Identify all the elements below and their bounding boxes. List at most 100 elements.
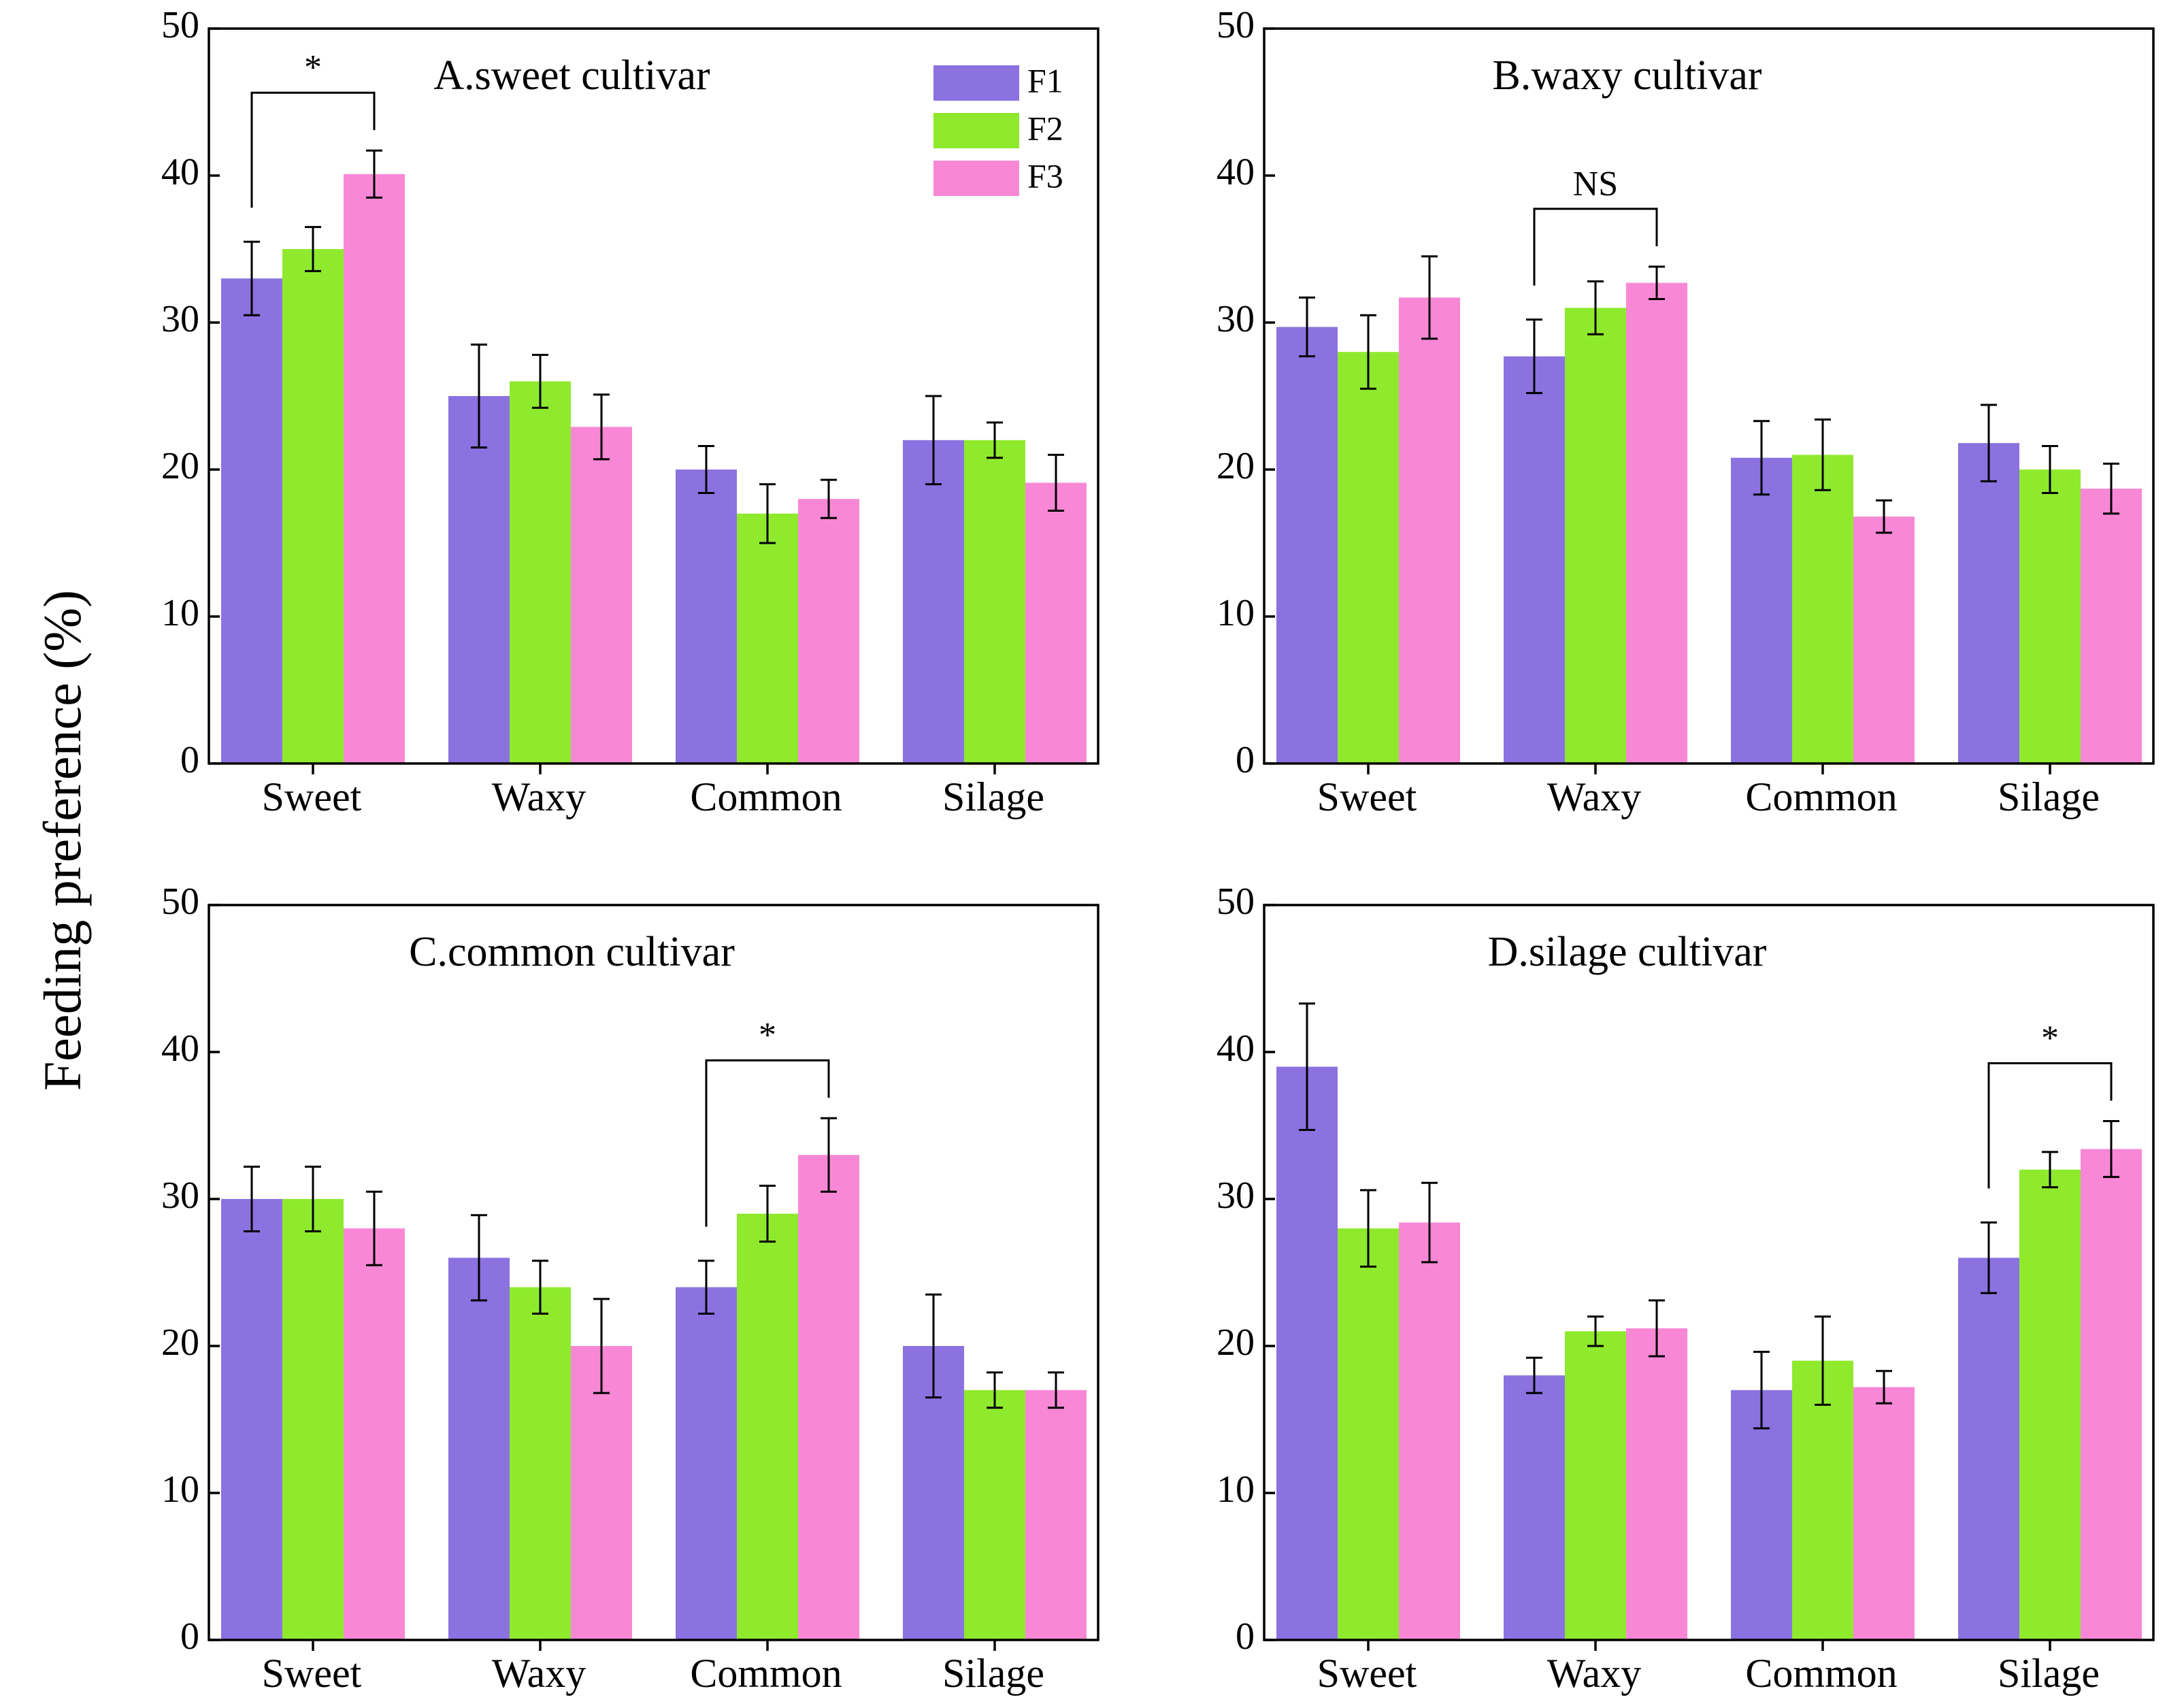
x-category-label-common: Common [690, 1651, 842, 1696]
error-bar-common-f2 [1815, 1315, 1831, 1406]
chart-panel-2: 0 10 20 30 40 50 Sweet Waxy Common Silage B.waxy c… [1217, 4, 2155, 819]
error-bar-common-f3 [821, 478, 837, 519]
bar-waxy-f2 [510, 1287, 571, 1640]
chart-panel-3: 0 10 20 30 40 50 Sweet Waxy Common Silage C.common… [161, 881, 1099, 1696]
x-category-label-sweet: Sweet [262, 774, 362, 819]
error-bar-sweet-f3 [1421, 255, 1438, 340]
legend-swatch-f2 [933, 113, 1019, 148]
y-tick-label: 20 [161, 445, 199, 487]
error-bar-sweet-f1 [244, 240, 260, 316]
bar-silage-f2 [2019, 470, 2081, 763]
bar-waxy-f2 [1565, 1331, 1626, 1640]
bar-common-f1 [676, 470, 737, 763]
x-category-label-waxy: Waxy [1547, 1651, 1641, 1696]
chart-panel-4: 0 10 20 30 40 50 Sweet Waxy Common Silage D.silage… [1217, 881, 2155, 1696]
bar-common-f3 [1853, 516, 1915, 763]
bar-common-f2 [1792, 455, 1853, 763]
y-tick-label: 10 [1217, 1468, 1255, 1511]
significance-bracket [1987, 1062, 2113, 1189]
legend-label-f3: F3 [1027, 157, 1063, 195]
error-bar-common-f1 [1753, 1351, 1770, 1430]
bracket-line [250, 91, 376, 208]
error-bar-common-f1 [1753, 420, 1770, 496]
x-category-label-common: Common [1745, 774, 1897, 819]
bar-sweet-f3 [344, 174, 405, 764]
y-tick-label: 40 [1217, 1028, 1255, 1070]
error-bar-common-f3 [1876, 499, 1892, 534]
y-tick-label: 50 [1217, 4, 1255, 46]
significance-label: NS [1573, 165, 1618, 203]
error-bar-common-f1 [698, 444, 714, 495]
error-bar-silage-f2 [987, 1371, 1003, 1409]
error-bar-common-f3 [1876, 1370, 1892, 1405]
bar-silage-f2 [964, 440, 1025, 763]
y-tick-label: 10 [1217, 592, 1255, 634]
x-category-label-common: Common [690, 774, 842, 819]
error-bar-sweet-f3 [366, 149, 382, 199]
error-bar-silage-f3 [1048, 453, 1064, 512]
bar-common-f3 [798, 1155, 859, 1640]
error-bar-silage-f2 [2042, 1151, 2058, 1189]
error-bar-silage-f1 [1981, 404, 1997, 482]
y-tick-label: 40 [1217, 151, 1255, 193]
panel-title: C.common cultivar [409, 929, 735, 975]
significance-bracket [1533, 208, 1658, 286]
error-bar-sweet-f2 [305, 226, 321, 272]
bar-sweet-f1 [1276, 327, 1338, 764]
bar-sweet-f2 [282, 249, 344, 763]
x-category-label-silage: Silage [942, 1651, 1044, 1696]
error-bar-silage-f3 [2103, 1120, 2119, 1179]
error-bar-waxy-f2 [532, 354, 548, 409]
bar-waxy-f2 [1565, 308, 1626, 763]
y-tick-label: 0 [180, 739, 199, 781]
bar-sweet-f1 [221, 278, 282, 763]
bar-sweet-f1 [221, 1199, 282, 1640]
error-bar-waxy-f1 [1526, 318, 1542, 395]
error-bar-common-f2 [1815, 418, 1831, 491]
panel-title: A.sweet cultivar [433, 52, 710, 99]
significance-label: * [2041, 1019, 2059, 1057]
y-tick-label: 0 [180, 1615, 199, 1658]
bar-silage-f3 [2081, 489, 2142, 763]
bar-waxy-f3 [1626, 282, 1687, 763]
significance-bracket [250, 91, 376, 208]
legend-swatch-f1 [933, 65, 1019, 101]
y-tick-label: 30 [1217, 1175, 1255, 1217]
error-bar-sweet-f1 [1299, 296, 1315, 358]
error-bar-common-f1 [698, 1260, 714, 1315]
significance-label: * [304, 48, 322, 87]
bar-waxy-f1 [1504, 356, 1565, 763]
error-bar-sweet-f2 [1360, 1189, 1376, 1268]
bar-common-f2 [1792, 1360, 1853, 1640]
y-tick-label: 50 [161, 4, 199, 46]
error-bar-waxy-f2 [1587, 1315, 1604, 1347]
y-tick-label: 40 [161, 1028, 199, 1070]
error-bar-waxy-f3 [593, 393, 610, 461]
bar-waxy-f3 [571, 1346, 632, 1640]
x-category-label-silage: Silage [1998, 774, 2100, 819]
error-bar-sweet-f3 [366, 1190, 382, 1266]
legend-label-f1: F1 [1027, 61, 1063, 99]
significance-bracket [705, 1059, 830, 1227]
bracket-line [705, 1059, 830, 1227]
bar-common-f1 [676, 1287, 737, 1640]
y-tick-label: 0 [1236, 739, 1255, 781]
error-bar-common-f2 [759, 483, 776, 544]
y-tick-label: 20 [161, 1321, 199, 1364]
error-bar-common-f3 [821, 1117, 837, 1193]
y-tick-label: 30 [161, 1175, 199, 1217]
error-bar-silage-f2 [2042, 444, 2058, 495]
bar-common-f1 [1731, 457, 1792, 763]
bar-sweet-f2 [1338, 352, 1399, 763]
error-bar-sweet-f2 [1360, 314, 1376, 390]
plot-frame [1263, 27, 2155, 765]
bar-waxy-f1 [448, 396, 510, 763]
bar-waxy-f3 [571, 427, 632, 763]
error-bar-waxy-f3 [593, 1298, 610, 1394]
y-tick-label: 20 [1217, 1321, 1255, 1364]
y-tick-label: 30 [1217, 298, 1255, 340]
bar-sweet-f3 [344, 1228, 405, 1640]
error-bar-silage-f1 [1981, 1221, 1997, 1294]
legend-label-f2: F2 [1027, 109, 1063, 147]
bar-common-f1 [1731, 1390, 1792, 1640]
